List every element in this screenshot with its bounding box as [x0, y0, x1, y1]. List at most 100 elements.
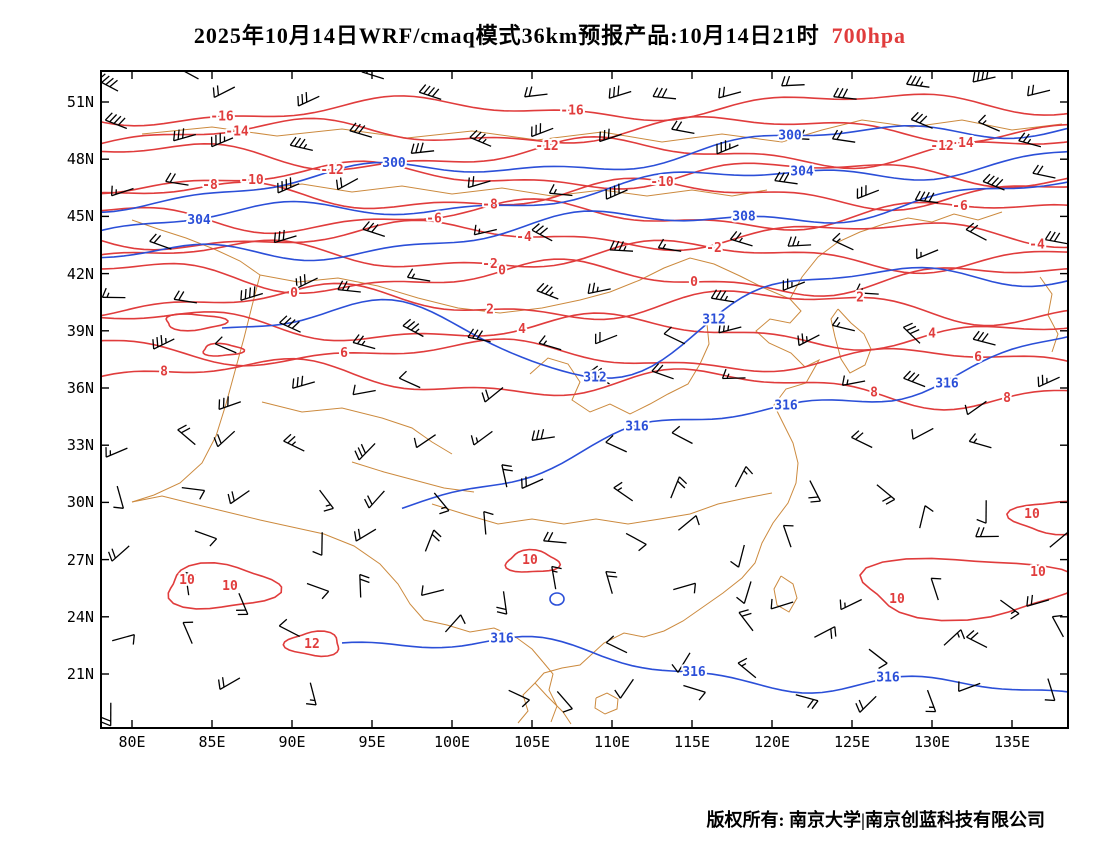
- temperature-contour: [102, 311, 1067, 351]
- wind-barb: [673, 582, 697, 594]
- temperature-contour-closed: [202, 342, 246, 357]
- wind-barb: [608, 85, 632, 99]
- wind-barb: [524, 86, 548, 98]
- wind-barb: [605, 635, 628, 654]
- wind-barb: [113, 485, 125, 509]
- wind-barb: [213, 430, 236, 448]
- wind-barb: [833, 87, 857, 100]
- temperature-contour-closed: [282, 630, 340, 658]
- wind-barb: [782, 278, 806, 291]
- temperature-contour: [102, 282, 1067, 327]
- wind-barb: [469, 129, 492, 147]
- contour-label: -10: [240, 173, 264, 188]
- temperature-contour: [102, 357, 1067, 411]
- wind-barb: [787, 236, 812, 247]
- wind-barb: [413, 434, 436, 449]
- wind-barb: [214, 336, 237, 354]
- contour-label: -12: [535, 139, 558, 154]
- coastline: [251, 183, 768, 197]
- wind-barb: [112, 633, 135, 645]
- coastline: [131, 495, 544, 663]
- contour-label: 316: [490, 632, 514, 647]
- wind-barb: [410, 142, 435, 154]
- coastline: [789, 211, 1003, 300]
- wind-barb: [173, 128, 196, 142]
- wind-barb: [297, 92, 320, 107]
- x-axis-label: 110E: [593, 733, 631, 751]
- contour-label: 10: [522, 553, 538, 568]
- wind-barb: [319, 489, 334, 512]
- contour-label: -10: [650, 175, 674, 190]
- wind-barb: [289, 136, 313, 152]
- wind-barb: [521, 476, 544, 489]
- y-axis-label: 24N: [66, 607, 94, 626]
- contour-label: 304: [790, 164, 814, 179]
- temperature-contour-closed: [859, 557, 1067, 622]
- wind-barb: [467, 176, 491, 189]
- wind-barb: [1000, 599, 1020, 620]
- wind-barb: [972, 330, 996, 346]
- contour-label: 0: [498, 264, 506, 279]
- contour-label: 308: [732, 210, 756, 225]
- coastline: [594, 692, 619, 715]
- temperature-contour-closed: [1005, 500, 1067, 536]
- contour-label: 316: [935, 376, 959, 391]
- contour-label: 0: [690, 275, 698, 290]
- wind-barb: [718, 321, 742, 334]
- wind-barb: [614, 678, 634, 699]
- wind-barb: [795, 694, 819, 710]
- contour-label: -2: [482, 257, 498, 272]
- temperature-contour: [102, 177, 1067, 212]
- wind-barb: [1051, 614, 1064, 638]
- wind-barb: [902, 322, 921, 344]
- wind-barb: [277, 177, 300, 194]
- wind-barb: [184, 72, 199, 80]
- contour-label: -2: [706, 241, 722, 256]
- wind-barb: [972, 72, 996, 83]
- wind-barb: [831, 316, 855, 332]
- height-contour: [401, 336, 1067, 510]
- wind-barb: [102, 73, 119, 92]
- wind-barb: [587, 282, 611, 295]
- wind-barb: [508, 689, 530, 708]
- x-axis-label: 125E: [833, 733, 871, 751]
- wind-barb: [839, 598, 862, 611]
- wind-barb: [279, 315, 301, 333]
- y-axis-label: 21N: [66, 665, 94, 683]
- wind-barb: [737, 657, 757, 679]
- wind-barb: [424, 529, 442, 552]
- wind-barb: [102, 287, 126, 299]
- wind-barb: [914, 190, 939, 204]
- contour-label: 316: [625, 419, 649, 434]
- wind-barb: [444, 614, 466, 633]
- wind-barb: [982, 173, 1005, 191]
- wind-barb: [278, 618, 300, 637]
- wind-barb: [868, 648, 888, 669]
- wind-barb: [102, 702, 112, 727]
- temperature-contour-closed: [504, 548, 562, 573]
- wind-barb: [808, 480, 821, 503]
- contour-label: 316: [682, 665, 706, 680]
- contour-label: 6: [974, 350, 982, 365]
- wind-barb: [729, 230, 753, 247]
- wind-barb: [671, 652, 691, 673]
- wind-barb: [306, 582, 330, 600]
- wind-barb: [736, 581, 752, 605]
- contour-label: 316: [876, 671, 900, 686]
- height-contour: [102, 150, 1067, 232]
- wind-barb: [283, 433, 305, 452]
- height-contour-closed: [549, 592, 565, 606]
- contour-label: 8: [1003, 391, 1011, 406]
- coastline: [542, 661, 558, 723]
- y-axis-label: 36N: [66, 379, 94, 397]
- contour-labels-layer: -16 -16-14-14-12-12 -12-10 -10-8-8-6-6-4-4-…: [158, 102, 1048, 688]
- y-axis-label: 27N: [66, 550, 94, 569]
- wind-barb: [496, 591, 508, 615]
- coastline: [131, 274, 261, 503]
- wind-barb: [677, 515, 700, 531]
- wind-barb: [605, 570, 618, 594]
- coastline: [261, 401, 453, 455]
- wind-barb: [181, 486, 206, 500]
- contour-label: -14: [225, 125, 249, 140]
